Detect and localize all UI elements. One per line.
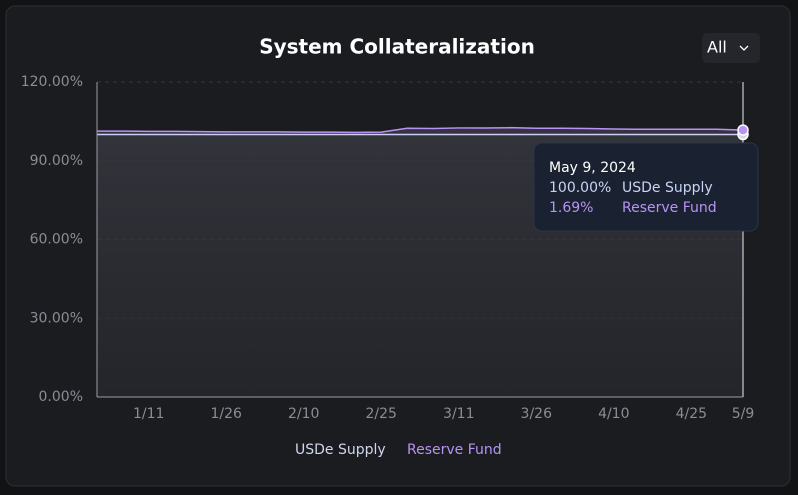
y-tick-label: 0.00% (39, 389, 83, 405)
x-tick-label: 2/25 (366, 406, 397, 422)
y-tick-label: 90.00% (30, 153, 83, 169)
x-tick-label: 4/25 (676, 406, 707, 422)
range-selector[interactable]: All (702, 33, 760, 63)
hover-dot (737, 124, 749, 136)
x-tick-label: 1/26 (210, 406, 242, 422)
tooltip-value: 100.00% (549, 180, 611, 196)
tooltip-box (533, 142, 759, 232)
line (97, 126, 744, 134)
area (97, 127, 743, 135)
tooltip: May 9, 2024 100.00% USDe Supply 1.69% Re… (533, 142, 759, 232)
y-tick-label: 120.00% (21, 74, 83, 90)
tooltip-series: Reserve Fund (622, 200, 717, 216)
legend-item[interactable]: Reserve Fund (407, 442, 502, 458)
chevron (739, 45, 749, 51)
x-tick-label: 2/10 (288, 406, 319, 422)
x-tick-label: 5/9 (732, 406, 755, 422)
chart-title: System Collateralization (259, 35, 535, 59)
y-tick-label: 60.00% (30, 232, 83, 248)
x-tick-label: 1/11 (133, 406, 164, 422)
x-tick-label: 3/26 (521, 406, 553, 422)
y-tick-label: 30.00% (30, 310, 83, 326)
tooltip-value: 1.69% (549, 200, 593, 216)
range-label[interactable]: All (707, 38, 727, 57)
x-tick-label: 3/11 (443, 406, 474, 422)
legend-item[interactable]: USDe Supply (295, 442, 386, 458)
tooltip-series: USDe Supply (622, 180, 713, 196)
tooltip-date: May 9, 2024 (549, 160, 636, 176)
x-tick-label: 4/10 (598, 406, 629, 422)
range-button[interactable] (702, 33, 760, 63)
